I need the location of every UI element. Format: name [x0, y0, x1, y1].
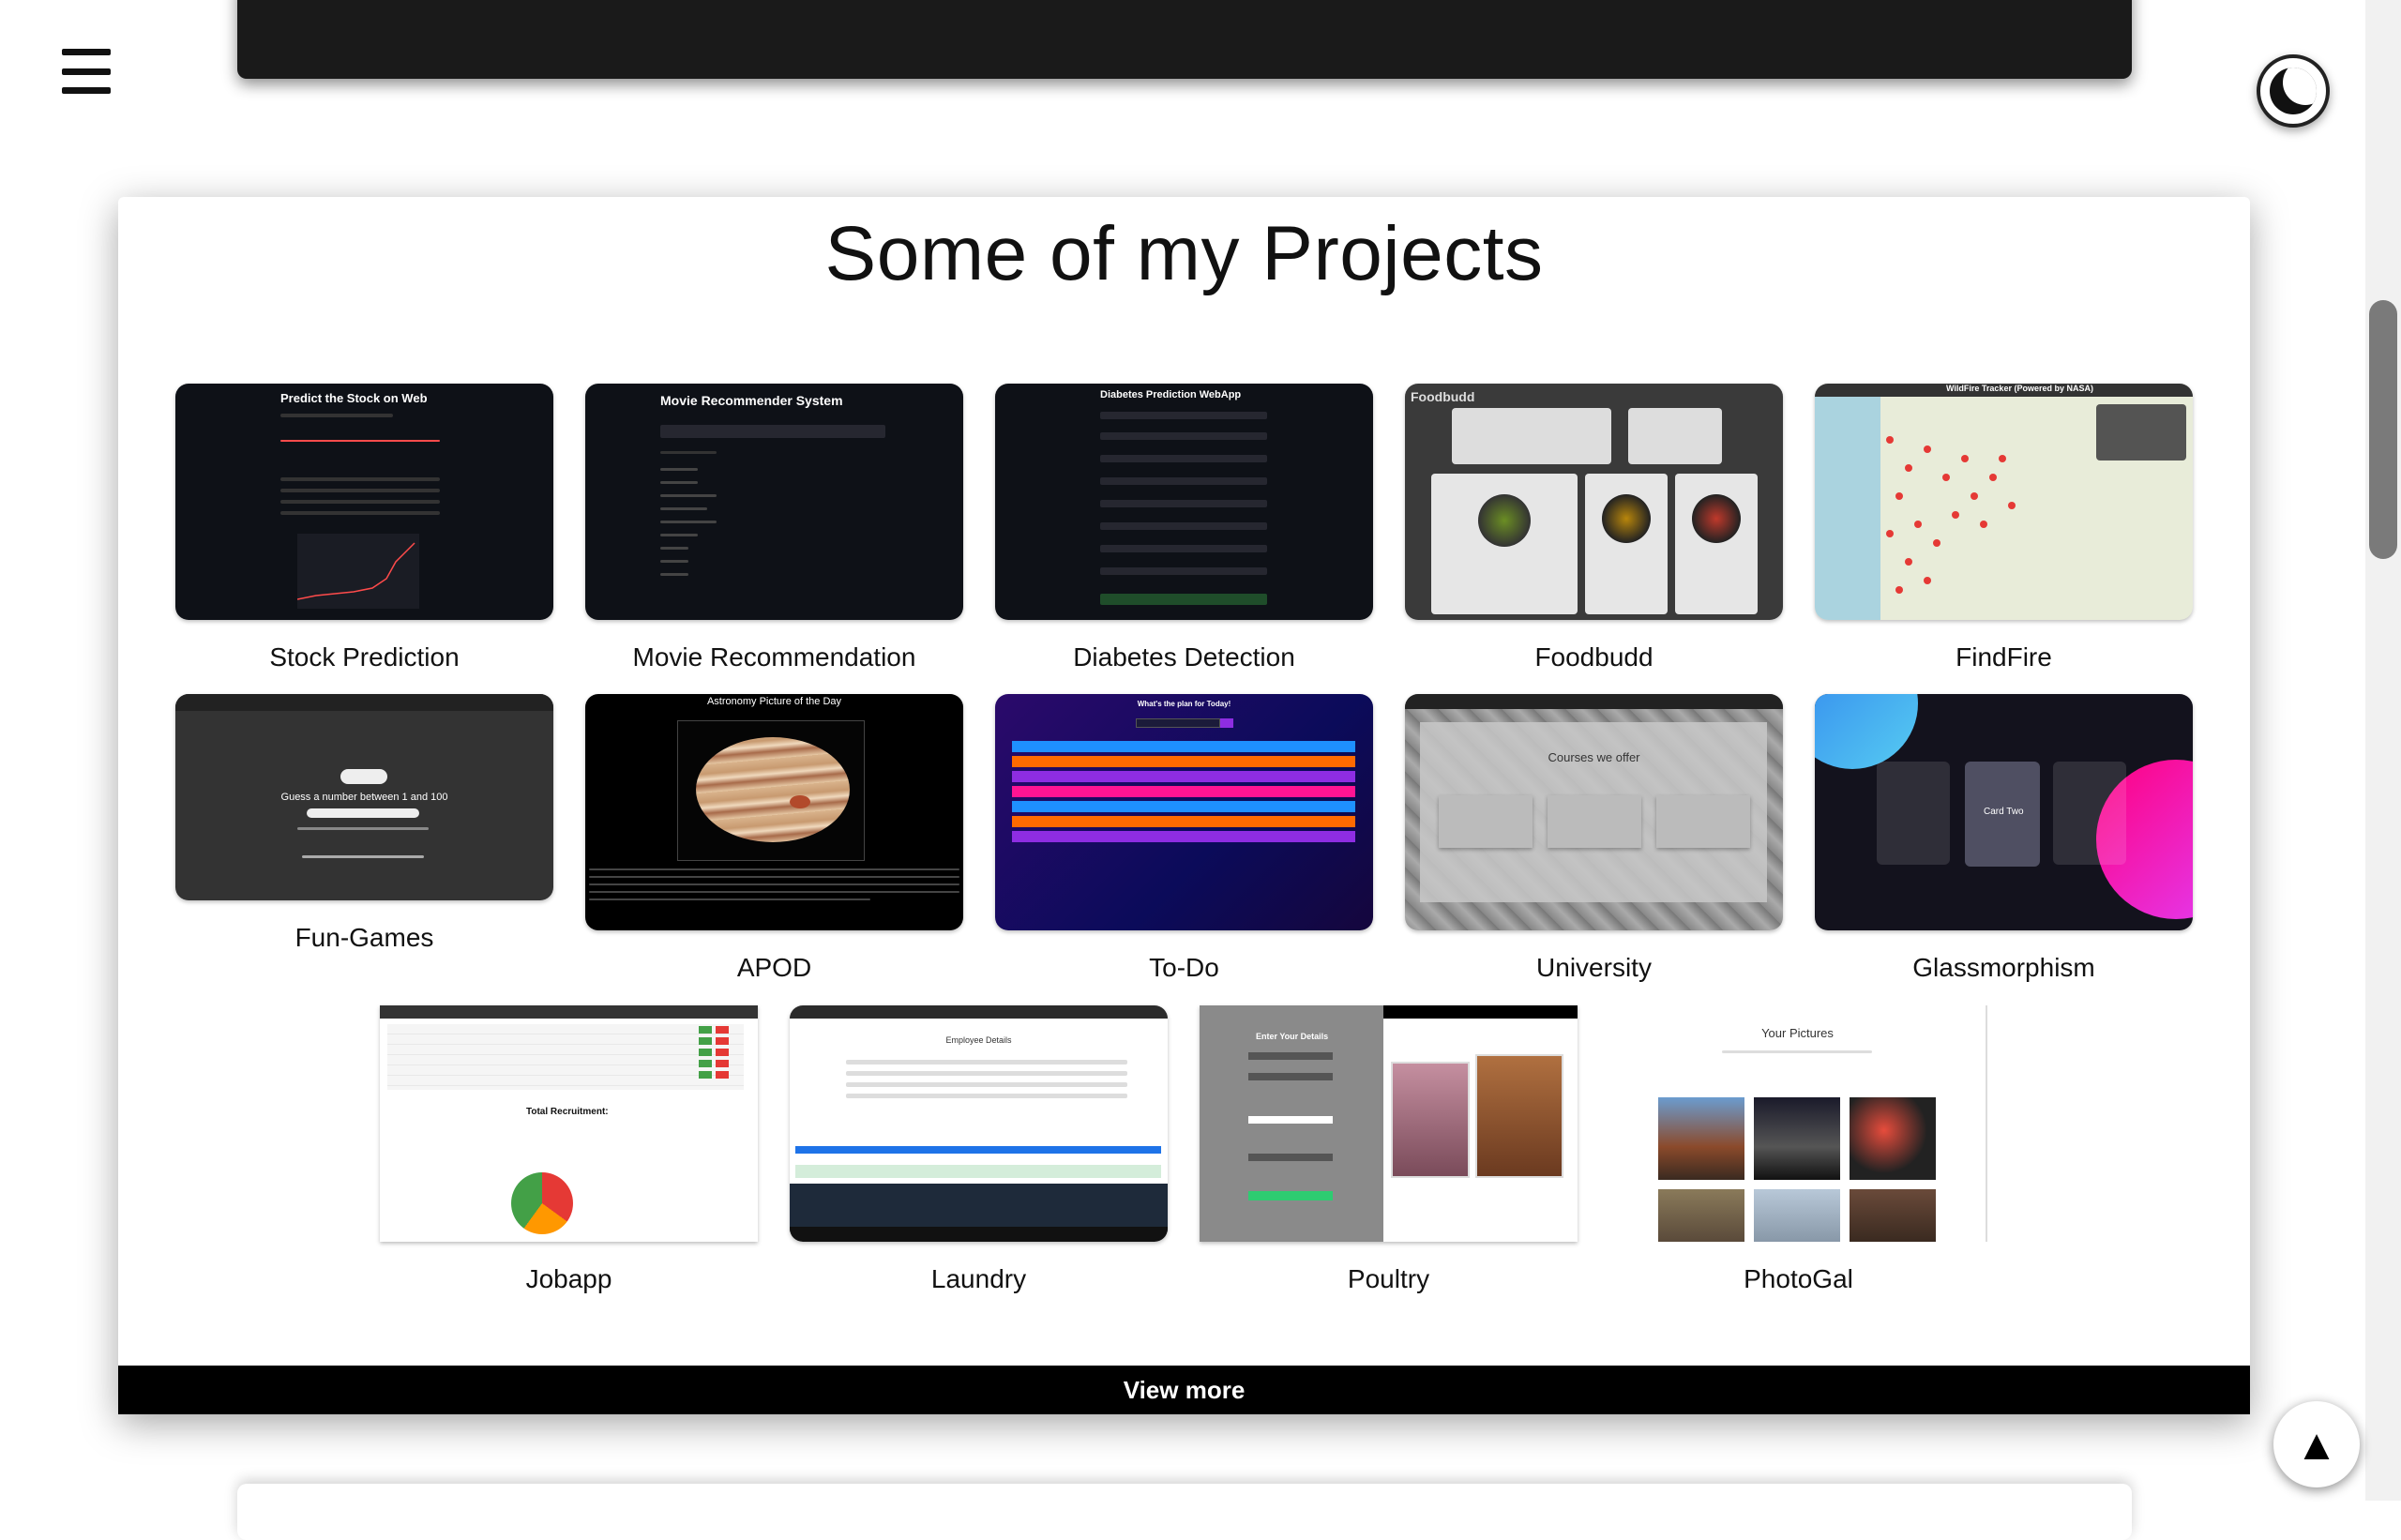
project-card-stock-prediction[interactable]: Predict the Stock on Web Stock Predictio… [175, 384, 553, 672]
project-thumbnail[interactable]: Movie Recommender System [585, 384, 963, 620]
thumb-title: WildFire Tracker (Powered by NASA) [1946, 384, 2093, 393]
thumb-title: Enter Your Details [1256, 1032, 1329, 1041]
project-label[interactable]: To-Do [1149, 953, 1219, 982]
project-label[interactable]: Poultry [1347, 1264, 1430, 1293]
thumb-title: Total Recruitment: [526, 1107, 609, 1117]
project-card-glassmorphism[interactable]: Card Two Glassmorphism [1815, 694, 2193, 983]
project-card-to-do[interactable]: What's the plan for Today! To-Do [995, 694, 1373, 983]
thumb-title: Your Pictures [1761, 1026, 1834, 1040]
thumb-title: Foodbudd [1411, 389, 1475, 404]
project-label[interactable]: APOD [736, 953, 812, 982]
scrollbar-thumb[interactable] [2369, 300, 2397, 559]
project-thumbnail[interactable]: Employee Details [790, 1005, 1168, 1242]
next-section-card [237, 1484, 2132, 1540]
project-thumbnail[interactable]: Your Pictures [1609, 1005, 1987, 1242]
project-label[interactable]: Laundry [930, 1264, 1027, 1293]
project-label[interactable]: Glassmorphism [1912, 953, 2095, 982]
project-card-poultry[interactable]: Enter Your Details Poultry [1200, 1005, 1578, 1294]
arrow-up-icon: ▲ [2295, 1420, 2338, 1469]
project-thumbnail[interactable]: Courses we offer [1405, 694, 1783, 930]
section-title: Some of my Projects [824, 211, 1544, 296]
project-thumbnail[interactable]: Total Recruitment: [380, 1005, 758, 1242]
project-card-findfire[interactable]: WildFire Tracker (Powered by NASA) FindF… [1815, 384, 2193, 672]
thumb-title: Astronomy Picture of the Day [706, 696, 842, 707]
hamburger-icon[interactable] [62, 49, 111, 94]
thumb-title: Diabetes Prediction WebApp [1100, 389, 1242, 400]
scroll-to-top-button[interactable]: ▲ [2273, 1401, 2360, 1487]
project-label[interactable]: Stock Prediction [269, 642, 460, 672]
project-card-apod[interactable]: Astronomy Picture of the Day APOD [585, 694, 963, 983]
project-card-photogal[interactable]: Your Pictures PhotoGal [1609, 1005, 1987, 1294]
moon-icon [2270, 68, 2317, 114]
thumb-title: What's the plan for Today! [1137, 700, 1231, 708]
project-label[interactable]: Jobapp [525, 1264, 612, 1293]
thumb-title: Movie Recommender System [660, 393, 843, 408]
project-thumbnail[interactable]: What's the plan for Today! [995, 694, 1373, 930]
thumb-title: Employee Details [945, 1035, 1012, 1045]
thumb-title: Predict the Stock on Web [280, 391, 428, 405]
scrollbar-track[interactable] [2365, 0, 2401, 1501]
project-thumbnail[interactable]: Guess a number between 1 and 100 [175, 694, 553, 900]
project-thumbnail[interactable]: Card Two [1815, 694, 2193, 930]
project-thumbnail[interactable]: WildFire Tracker (Powered by NASA) [1815, 384, 2193, 620]
project-thumbnail[interactable]: Diabetes Prediction WebApp [995, 384, 1373, 620]
thumb-title: Guess a number between 1 and 100 [280, 792, 448, 803]
project-card-diabetes-detection[interactable]: Diabetes Prediction WebApp Diabetes Dete… [995, 384, 1373, 672]
thumb-title: Courses we offer [1548, 750, 1640, 764]
project-label[interactable]: University [1536, 953, 1652, 982]
project-card-movie-recommendation[interactable]: Movie Recommender System Movie Recommend… [585, 384, 963, 672]
project-label[interactable]: PhotoGal [1744, 1264, 1853, 1293]
view-more-button[interactable]: View more [118, 1366, 2250, 1414]
project-card-jobapp[interactable]: Total Recruitment: Jobapp [380, 1005, 758, 1294]
project-card-foodbudd[interactable]: Foodbudd Foodbudd [1405, 384, 1783, 672]
theme-toggle-button[interactable] [2257, 54, 2330, 128]
project-thumbnail[interactable]: Predict the Stock on Web [175, 384, 553, 620]
project-thumbnail[interactable]: Foodbudd [1405, 384, 1783, 620]
thumb-title: Card Two [1984, 807, 2024, 817]
project-label[interactable]: Diabetes Detection [1073, 642, 1295, 672]
project-card-fun-games[interactable]: Guess a number between 1 and 100 Fun-Gam… [175, 694, 553, 953]
project-card-laundry[interactable]: Employee Details Laundry [790, 1005, 1168, 1294]
project-label[interactable]: FindFire [1956, 642, 2052, 672]
previous-section-card [237, 0, 2132, 79]
project-card-university[interactable]: Courses we offer University [1405, 694, 1783, 983]
project-thumbnail[interactable]: Astronomy Picture of the Day [585, 694, 963, 930]
project-label[interactable]: Fun-Games [294, 923, 434, 952]
project-label[interactable]: Foodbudd [1534, 642, 1654, 672]
project-label[interactable]: Movie Recommendation [632, 642, 916, 672]
project-thumbnail[interactable]: Enter Your Details [1200, 1005, 1578, 1242]
projects-section: Some of my Projects Predict the Stock on… [118, 197, 2250, 1414]
